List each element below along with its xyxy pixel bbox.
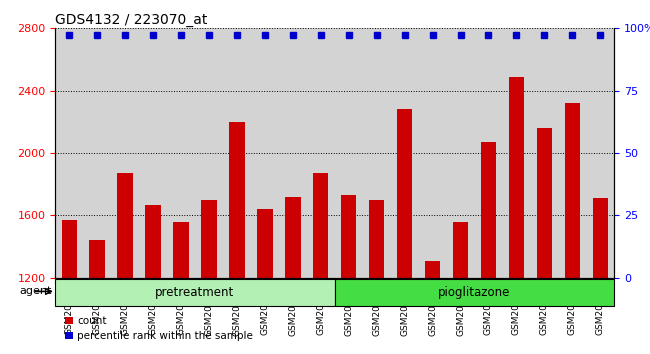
Bar bbox=[146, 205, 161, 278]
Text: agent: agent bbox=[20, 286, 52, 296]
Legend: count, percentile rank within the sample: count, percentile rank within the sample bbox=[60, 312, 257, 345]
Bar bbox=[118, 173, 133, 278]
Bar bbox=[313, 173, 328, 278]
Bar bbox=[369, 200, 384, 278]
Bar bbox=[62, 220, 77, 278]
Bar bbox=[229, 122, 244, 278]
Bar bbox=[425, 261, 440, 278]
Bar bbox=[341, 195, 356, 278]
Bar bbox=[537, 128, 552, 278]
Bar bbox=[55, 279, 335, 307]
Bar bbox=[565, 103, 580, 278]
Text: GDS4132 / 223070_at: GDS4132 / 223070_at bbox=[55, 13, 207, 27]
Bar bbox=[509, 77, 524, 278]
Text: pioglitazone: pioglitazone bbox=[438, 286, 511, 299]
Bar bbox=[397, 109, 412, 278]
Bar bbox=[202, 200, 216, 278]
Bar bbox=[593, 198, 608, 278]
Bar bbox=[335, 279, 614, 307]
Bar bbox=[90, 240, 105, 278]
Bar bbox=[285, 197, 300, 278]
Bar bbox=[174, 222, 188, 278]
Text: pretreatment: pretreatment bbox=[155, 286, 235, 299]
Bar bbox=[257, 209, 272, 278]
Bar bbox=[481, 142, 496, 278]
Bar bbox=[453, 222, 468, 278]
